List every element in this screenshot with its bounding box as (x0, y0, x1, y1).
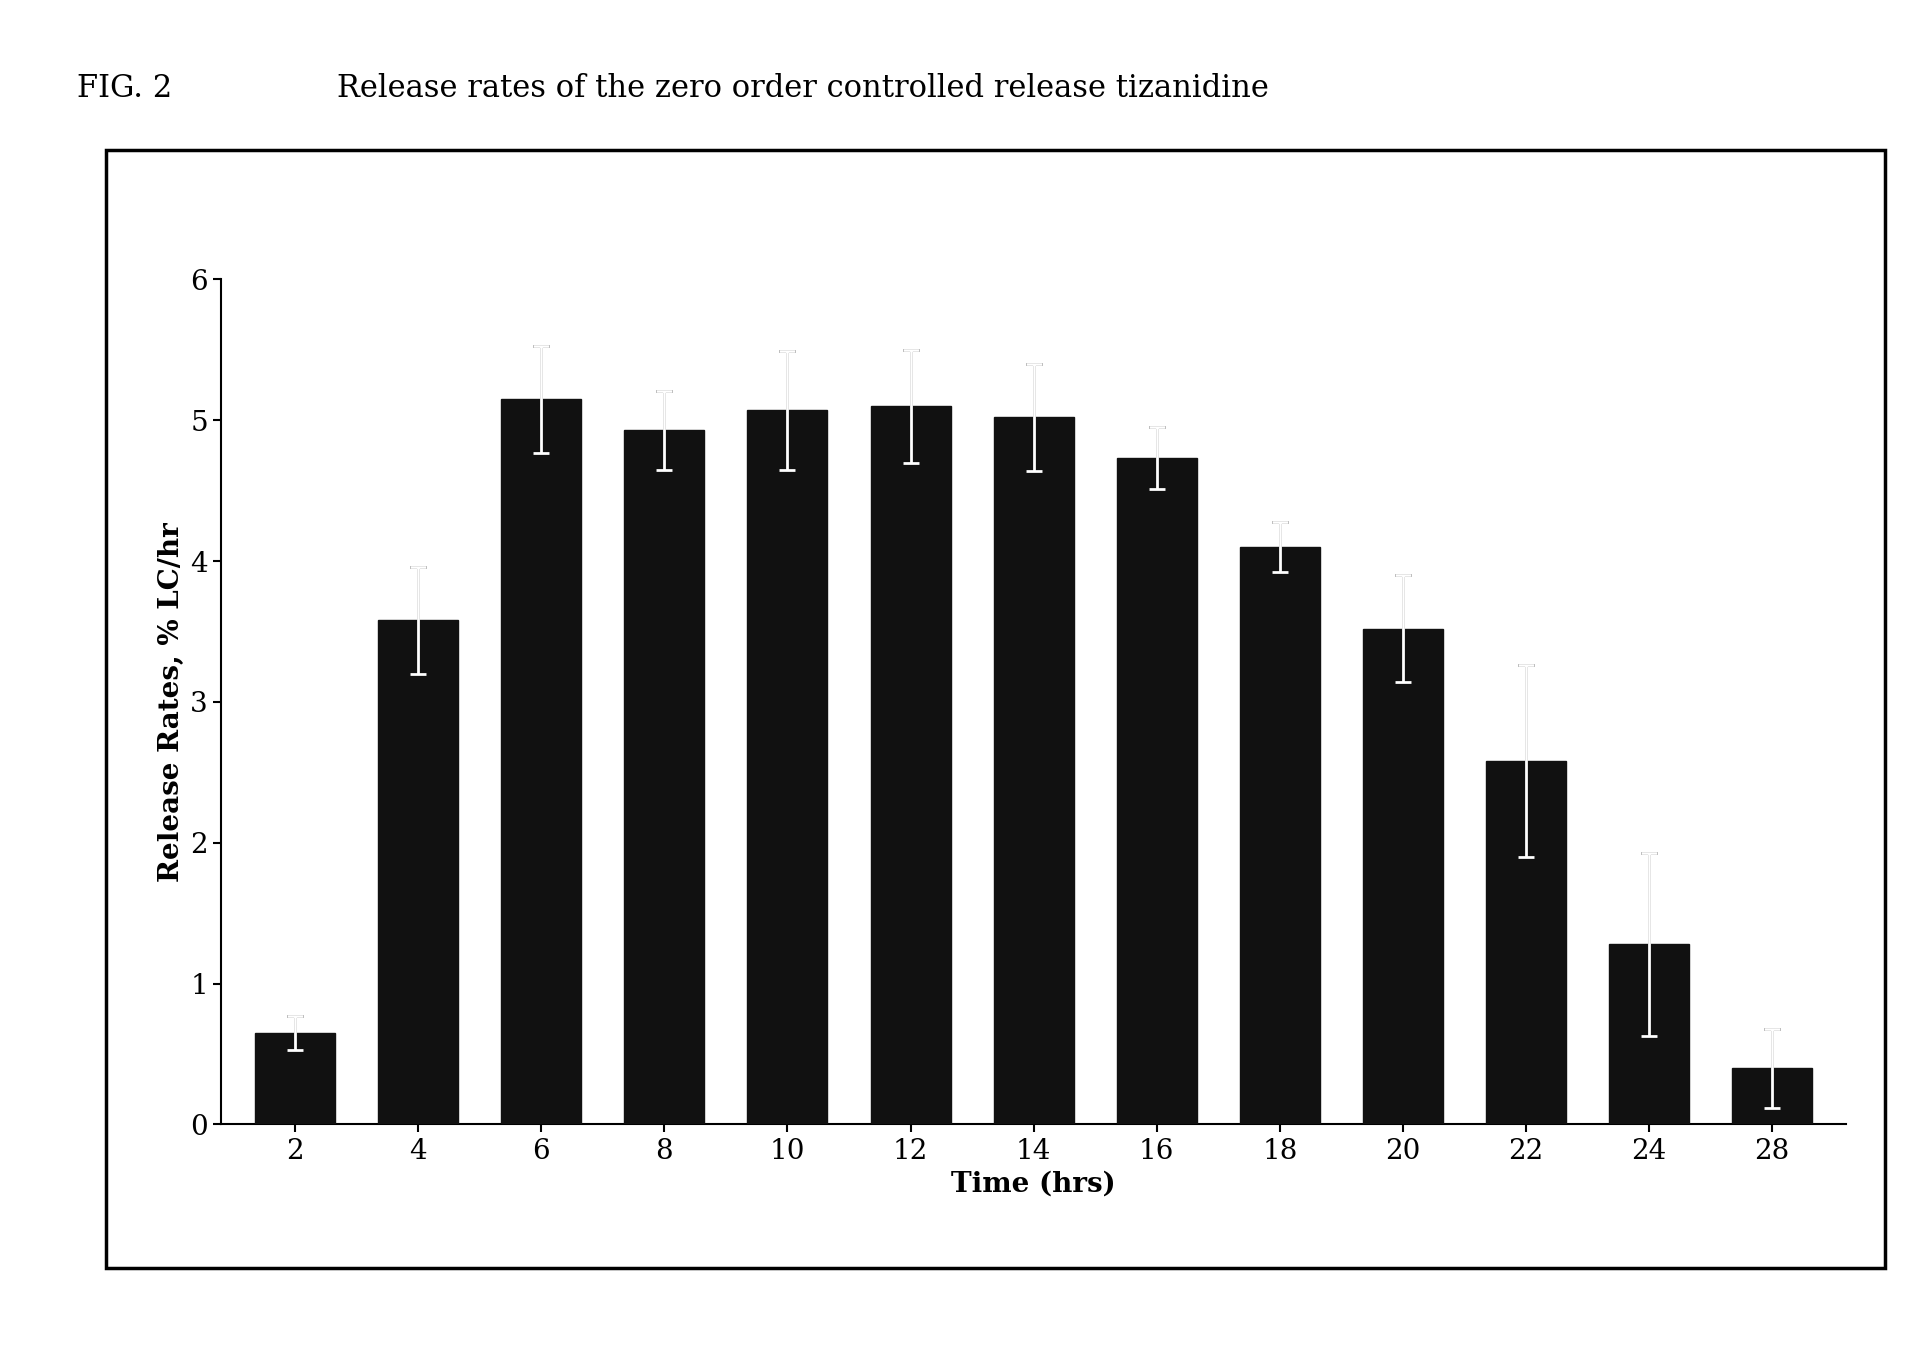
Bar (1117, 458, 1196, 1124)
Bar (748, 410, 827, 1124)
Bar (871, 406, 950, 1124)
Bar (256, 1033, 335, 1124)
Bar (994, 417, 1073, 1124)
Bar (1610, 945, 1688, 1124)
Y-axis label: Release Rates, % LC/hr: Release Rates, % LC/hr (158, 522, 185, 882)
Bar (379, 620, 458, 1124)
Bar (502, 399, 581, 1124)
Bar (1240, 547, 1319, 1124)
Bar (1363, 628, 1442, 1124)
Bar (625, 431, 704, 1124)
Text: Release rates of the zero order controlled release tizanidine: Release rates of the zero order controll… (337, 74, 1269, 104)
Bar (1486, 761, 1565, 1124)
X-axis label: Time (hrs): Time (hrs) (952, 1171, 1115, 1197)
Text: FIG. 2: FIG. 2 (77, 74, 173, 104)
Bar (1733, 1069, 1811, 1124)
